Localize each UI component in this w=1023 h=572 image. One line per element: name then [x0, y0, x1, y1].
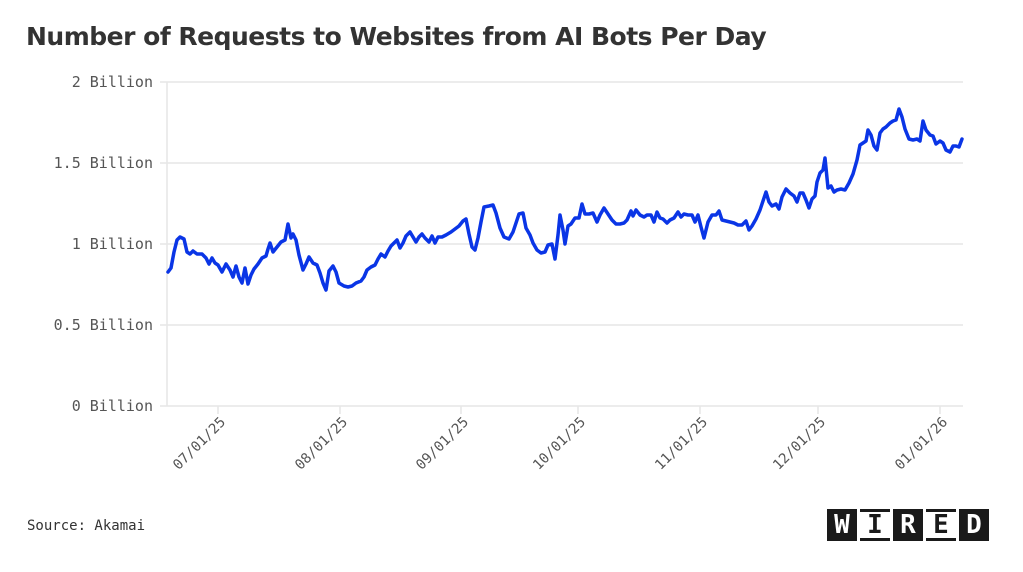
gridlines [160, 81, 963, 407]
y-tick-label: 1.5 Billion [53, 154, 153, 172]
logo-letter: W [827, 509, 857, 541]
source-note: Source: Akamai [27, 518, 146, 534]
y-tick-label: 0.5 Billion [53, 316, 153, 334]
y-tick-label: 1 Billion [71, 235, 153, 253]
y-tick-label: 2 Billion [71, 73, 153, 91]
logo-letter: I [860, 509, 890, 541]
logo-letter: E [926, 509, 956, 541]
logo-letter: R [893, 509, 923, 541]
x-tick-marks [217, 406, 941, 414]
wired-logo: W I R E D [827, 509, 989, 541]
data-line [166, 107, 964, 292]
logo-letter: D [959, 509, 989, 541]
y-tick-label: 0 Billion [71, 397, 153, 415]
chart-title: Number of Requests to Websites from AI B… [26, 22, 767, 51]
